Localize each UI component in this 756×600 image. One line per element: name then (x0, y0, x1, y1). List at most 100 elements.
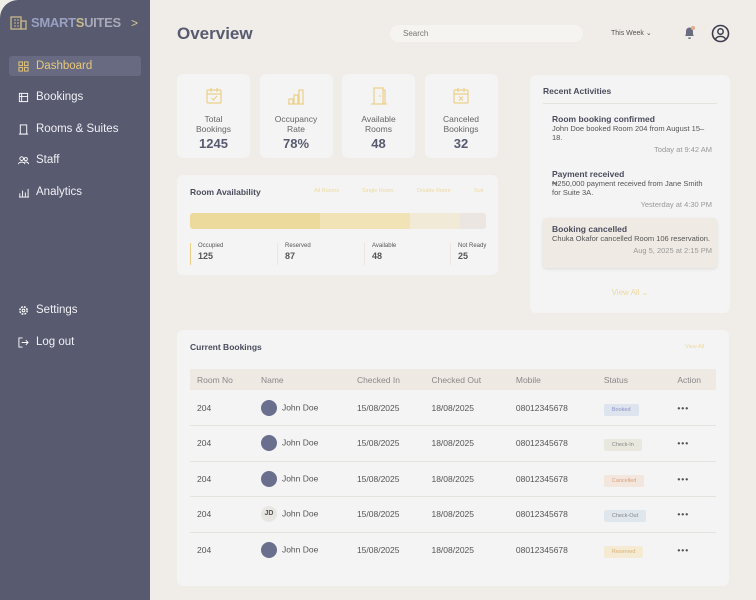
legend-label: Available (372, 243, 397, 249)
period-select[interactable]: This Week ⌄ (611, 29, 652, 37)
table-row[interactable]: 204 John Doe 15/08/2025 18/08/2025 080123456… (190, 425, 716, 462)
avatar (260, 399, 277, 416)
sidebar-item-label: Dashboard (36, 60, 93, 72)
avatar (260, 542, 277, 558)
row-actions-button[interactable]: ••• (670, 425, 716, 462)
view-all-bookings-link[interactable]: View All (685, 344, 705, 350)
column-header: Room No (190, 369, 254, 390)
page-title: Overview (177, 24, 253, 43)
checked-in: 15/08/2025 (349, 390, 425, 426)
logo-text: SMART (31, 15, 76, 30)
column-header: Status (596, 369, 671, 390)
checked-out: 18/08/2025 (431, 545, 475, 555)
guest-name-cell: John Doe (254, 532, 350, 568)
building-icon (10, 15, 27, 30)
legend-value: 48 (372, 251, 383, 261)
status-cell: Cancelled (596, 461, 671, 497)
recent-activities-card: Recent Activities View All ⌄ (530, 75, 730, 313)
tab-double-room[interactable]: Double Room (417, 188, 451, 194)
column-header: Name (253, 369, 350, 390)
mobile: 08012345678 (508, 390, 597, 426)
room-no: 204 (190, 496, 254, 533)
table-row[interactable]: 204 John Doe 15/08/2025 18/08/2025 080123456… (190, 532, 716, 568)
row-actions-button[interactable]: ••• (670, 461, 716, 497)
row-actions-button[interactable]: ••• (670, 390, 716, 426)
guest-name: John Doe (281, 508, 319, 519)
checked-out: 18/08/2025 (424, 390, 509, 426)
bar-segment-reserved (319, 213, 411, 229)
activity-item[interactable]: Room booking confirmed John Doe booked Ro… (552, 114, 712, 154)
activity-title: Payment received (552, 169, 625, 179)
mobile: 08012345678 (508, 496, 597, 533)
bar-segment-occupied (190, 213, 320, 229)
section-title: Current Bookings (190, 342, 262, 352)
tab-single-room[interactable]: Single Room (362, 188, 394, 194)
tab-all-rooms[interactable]: All Rooms (314, 188, 340, 194)
row-actions-button[interactable]: ••• (677, 545, 690, 555)
avatar: JD (260, 506, 277, 523)
sidebar-item-analytics[interactable]: Analytics (9, 182, 141, 202)
legend-label: Occupied (198, 243, 224, 249)
section-title: Room Availability (190, 187, 261, 197)
legend-value: 125 (198, 251, 214, 261)
collapse-sidebar-button[interactable]: > (131, 16, 139, 30)
guest-name-cell: John Doe (253, 425, 350, 462)
legend-value: 25 (458, 251, 469, 261)
gear-icon (19, 305, 28, 315)
sidebar-item-settings[interactable]: Settings (9, 300, 141, 320)
table-row[interactable]: 204 John Doe 15/08/2025 18/08/2025 080123456… (190, 461, 716, 497)
sidebar-item-staff[interactable]: Staff (9, 150, 141, 170)
stat-value: 78% (282, 136, 310, 151)
logo: SMARTSUITES (10, 15, 121, 30)
view-all-activities-link[interactable]: View All ⌄ (611, 288, 649, 297)
checked-in: 15/08/2025 (349, 461, 425, 497)
guest-name-cell: John Doe (253, 461, 350, 497)
checked-in: 15/08/2025 (349, 425, 425, 462)
logout-icon (18, 336, 29, 348)
sidebar-item-dashboard[interactable]: Dashboard (9, 56, 141, 76)
profile-icon[interactable] (711, 24, 730, 43)
calendar-x-icon (453, 88, 469, 104)
status-badge: Reserved (603, 546, 644, 558)
stat-label: Total Bookings (196, 114, 231, 134)
row-actions-button[interactable]: ••• (670, 496, 716, 533)
bar-segment-not-ready (460, 213, 486, 229)
mobile: 08012345678 (515, 545, 568, 555)
avatar (260, 435, 277, 452)
mobile: 08012345678 (508, 425, 597, 462)
stat-label: Occupancy Rate (274, 114, 318, 134)
status-cell: Check-In (596, 425, 671, 462)
checked-out: 18/08/2025 (424, 461, 509, 497)
chevron-down-icon: ⌄ (645, 30, 652, 37)
table-row[interactable]: 204 JD John Doe 15/08/2025 18/08/2025 0801234… (190, 496, 716, 533)
legend-item: Not Ready 25 (450, 243, 486, 265)
column-header: Checked Out (424, 369, 509, 390)
search-input[interactable] (390, 25, 583, 42)
sidebar-item-logout[interactable]: Log out (9, 332, 141, 352)
bar-chart-icon (288, 89, 304, 105)
room-no: 204 (190, 461, 254, 497)
bell-icon[interactable] (683, 26, 696, 40)
room-no: 204 (197, 545, 212, 555)
legend-label: Not Ready (458, 243, 487, 249)
status-badge: Cancelled (603, 474, 645, 487)
bookings-icon (18, 92, 29, 102)
legend-item: Occupied 125 (190, 243, 223, 265)
table-row[interactable]: 204 John Doe 15/08/2025 18/08/2025 080123456… (190, 390, 716, 426)
guest-name: John Doe (281, 437, 319, 448)
checked-in: 15/08/2025 (356, 545, 400, 555)
stat-card-canceled-bookings: Canceled Bookings 32 (424, 74, 498, 158)
room-no: 204 (190, 425, 254, 462)
stat-value: 32 (453, 136, 469, 151)
checked-out: 18/08/2025 (424, 425, 509, 462)
guest-name: John Doe (281, 544, 319, 555)
sidebar-item-label: Analytics (36, 186, 83, 198)
sidebar-item-bookings[interactable]: Bookings (9, 87, 141, 107)
activity-item[interactable]: Payment received ₦250,000 payment receive… (552, 169, 712, 209)
activity-item[interactable]: Booking cancelled Chuka Okafor cancelled … (552, 224, 712, 255)
sidebar-item-rooms[interactable]: Rooms & Suites (9, 119, 141, 139)
logo-text: S (75, 15, 85, 30)
sidebar: SMARTSUITES > Dashboard Bookings Rooms &… (0, 0, 150, 600)
column-header: Checked In (349, 369, 425, 390)
tab-suit[interactable]: Suit (474, 188, 484, 194)
